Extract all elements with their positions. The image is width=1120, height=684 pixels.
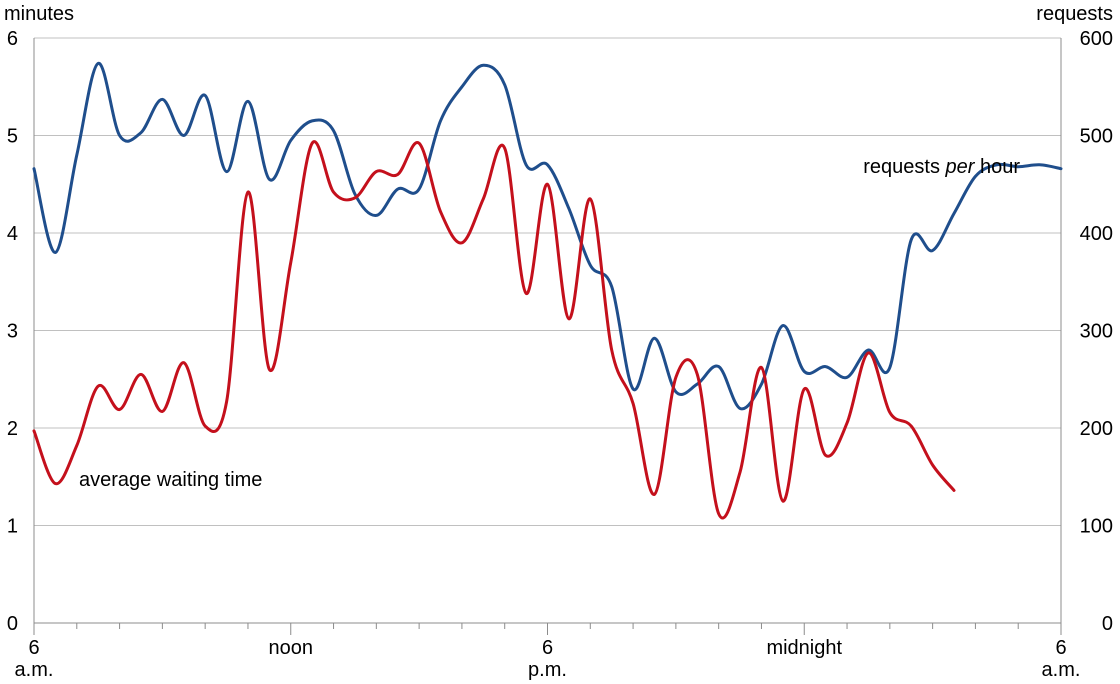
left-tick-label: 1	[7, 516, 18, 538]
series-label-requests-part1: requests	[863, 156, 945, 178]
left-tick-label: 4	[7, 223, 18, 245]
x-tick-label: 6	[28, 637, 39, 659]
x-tick-label: midnight	[766, 637, 842, 659]
right-tick-label: 300	[1080, 321, 1113, 343]
series-label-requests: requests per hour	[863, 156, 1020, 178]
gridlines	[34, 37, 1061, 526]
x-tick-label: 6	[1055, 637, 1066, 659]
requests-series-line	[32, 61, 1063, 411]
right-tick-label: 500	[1080, 126, 1113, 148]
x-tick-label-sub: a.m.	[15, 659, 54, 681]
left-axis-unit-label: minutes	[4, 3, 74, 25]
right-tick-label: 100	[1080, 516, 1113, 538]
series-label-requests-part3: hour	[974, 156, 1020, 178]
series	[32, 61, 1063, 520]
left-tick-label: 3	[7, 321, 18, 343]
series-label-waiting: average waiting time	[79, 469, 262, 491]
x-tick-label: noon	[269, 637, 314, 659]
x-ticks	[33, 623, 1062, 635]
left-tick-label: 5	[7, 126, 18, 148]
left-tick-label: 6	[7, 28, 18, 50]
x-tick-label-sub: a.m.	[1042, 659, 1081, 681]
right-tick-label: 0	[1102, 613, 1113, 635]
right-tick-label: 600	[1080, 28, 1113, 50]
right-axis-unit-label: requests	[1036, 3, 1113, 25]
x-tick-label-sub: p.m.	[528, 659, 567, 681]
x-tick-label: 6	[542, 637, 553, 659]
right-tick-label: 200	[1080, 418, 1113, 440]
right-tick-label: 400	[1080, 223, 1113, 245]
waiting-time-series-line	[32, 140, 956, 520]
left-tick-label: 0	[7, 613, 18, 635]
series-label-requests-italic: per	[945, 156, 976, 178]
left-tick-label: 2	[7, 418, 18, 440]
